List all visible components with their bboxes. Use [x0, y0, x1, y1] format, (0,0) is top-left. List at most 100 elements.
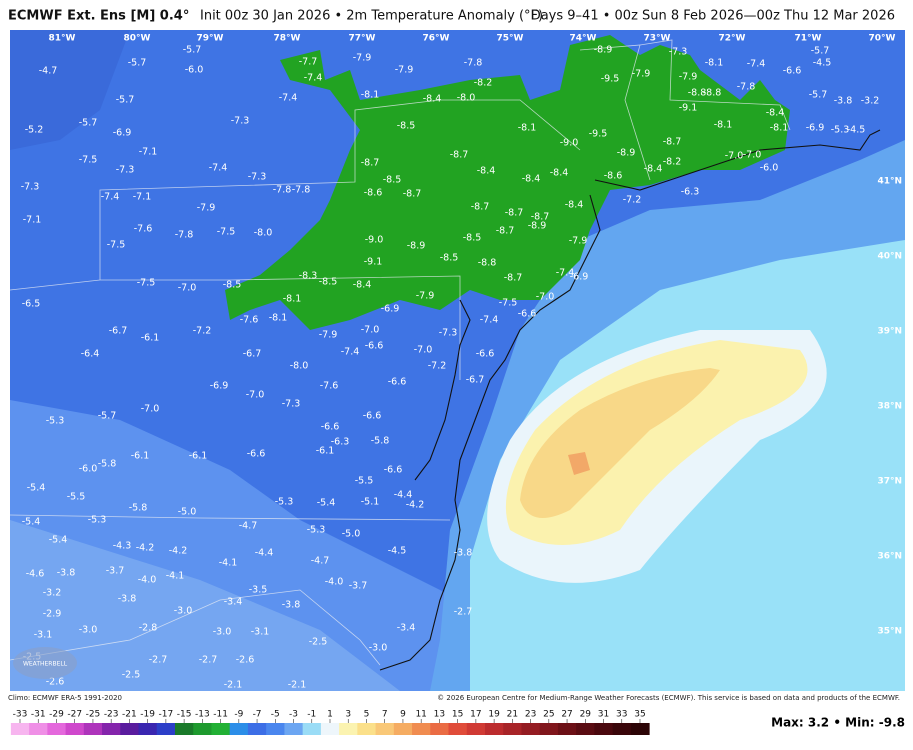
colorbar-cell: [357, 723, 377, 735]
anomaly-label: -6.7: [243, 349, 262, 360]
anomaly-label: -6.1: [141, 333, 160, 344]
anomaly-label: -4.5: [388, 546, 407, 557]
colorbar-cell: [485, 723, 504, 735]
anomaly-label: -8.1: [770, 123, 789, 134]
anomaly-label: -7.4: [341, 347, 360, 358]
latitude-label: 38°N: [877, 402, 902, 412]
anomaly-label: -5.8: [371, 436, 390, 447]
anomaly-label: -6.6: [476, 349, 495, 360]
colorbar-cell: [612, 723, 632, 735]
anomaly-label: -8.1: [705, 58, 724, 69]
anomaly-label: -8.6: [604, 171, 623, 182]
anomaly-label: -8.5: [319, 277, 338, 288]
colorbar-tick-label: 3: [345, 710, 351, 720]
anomaly-label: -7.7: [299, 57, 318, 68]
longitude-label: 78°W: [274, 34, 301, 44]
valid-range: Days 9–41 • 00z Sun 8 Feb 2026—00z Thu 1…: [531, 9, 895, 24]
colorbar-cell: [576, 723, 595, 735]
anomaly-label: -3.7: [106, 566, 125, 577]
anomaly-label: -7.9: [679, 72, 698, 83]
anomaly-label: -8.4: [550, 168, 569, 179]
colorbar-tick-label: 7: [382, 710, 388, 720]
anomaly-label: -8.7: [496, 226, 515, 237]
anomaly-label: -6.3: [331, 437, 350, 448]
anomaly-label: -8.7: [663, 137, 682, 148]
colorbar-tick-label: 15: [452, 710, 463, 720]
colorbar-cell: [539, 723, 559, 735]
anomaly-label: -3.0: [213, 627, 232, 638]
latitude-label: 37°N: [877, 477, 902, 487]
colorbar-cell: [630, 723, 650, 735]
anomaly-label: -7.4: [556, 268, 575, 279]
max-min: Max: 3.2 • Min: -9.8: [771, 716, 905, 730]
colorbar-cell: [375, 723, 395, 735]
anomaly-label: -6.1: [316, 446, 335, 457]
anomaly-label: -7.0: [361, 325, 380, 336]
anomaly-label: -8.4: [644, 164, 663, 175]
latitude-label: 39°N: [877, 327, 902, 337]
colorbar-tick-label: 9: [400, 710, 406, 720]
anomaly-label: -8.5: [463, 233, 482, 244]
latitude-label: 41°N: [877, 177, 902, 187]
anomaly-label: -7.8: [273, 185, 292, 196]
anomaly-label: -4.5: [847, 125, 866, 136]
anomaly-label: -3.8: [834, 96, 853, 107]
colorbar-cell: [266, 723, 285, 735]
anomaly-label: -8.4: [766, 108, 785, 119]
logo-text: WEATHERBELL: [23, 661, 68, 668]
anomaly-label: -3.8: [118, 594, 137, 605]
anomaly-label: -8.0: [290, 361, 309, 372]
colorbar-tick-label: 35: [634, 710, 645, 720]
longitude-label: 71°W: [795, 34, 822, 44]
title-info: Init 00z 30 Jan 2026 • 2m Temperature An…: [200, 9, 543, 24]
anomaly-label: -7.9: [319, 330, 338, 341]
anomaly-label: -5.5: [355, 476, 374, 487]
longitude-label: 80°W: [124, 34, 151, 44]
latitude-label: 40°N: [877, 252, 902, 262]
anomaly-label: -7.6: [134, 224, 153, 235]
anomaly-label: -7.1: [139, 147, 158, 158]
anomaly-label: -7.9: [632, 69, 651, 80]
anomaly-label: -7.5: [107, 240, 126, 251]
anomaly-label: -7.0: [246, 390, 265, 401]
longitude-label: 70°W: [869, 34, 896, 44]
anomaly-label: -8.1: [714, 120, 733, 131]
colorbar-cell: [448, 723, 468, 735]
anomaly-label: -7.6: [320, 381, 339, 392]
anomaly-label: -6.1: [131, 451, 150, 462]
anomaly-label: -5.7: [116, 95, 135, 106]
anomaly-label: -5.4: [317, 498, 336, 509]
anomaly-label: -4.0: [138, 575, 157, 586]
anomaly-label: -6.3: [681, 187, 700, 198]
anomaly-label: -7.9: [569, 236, 588, 247]
colorbar-tick-label: -29: [49, 710, 64, 720]
anomaly-label: -6.6: [783, 66, 802, 77]
anomaly-label: -3.5: [249, 585, 268, 596]
anomaly-label: -5.2: [25, 125, 44, 136]
longitude-label: 74°W: [570, 34, 597, 44]
anomaly-label: -6.5: [22, 299, 41, 310]
anomaly-label: -2.5: [309, 637, 328, 648]
anomaly-label: -7.8: [175, 230, 194, 241]
anomaly-label: -4.2: [136, 543, 155, 554]
anomaly-label: -7.0: [536, 292, 555, 303]
copyright: © 2026 European Centre for Medium-Range …: [437, 694, 900, 702]
longitude-label: 73°W: [644, 34, 671, 44]
borders: [9, 39, 791, 666]
anomaly-label: -7.1: [133, 192, 152, 203]
colorbar-cell: [193, 723, 212, 735]
anomaly-label: -8.7: [505, 208, 524, 219]
colorbar-tick-label: -33: [13, 710, 28, 720]
anomaly-label: -7.3: [248, 172, 267, 183]
colorbar-tick-label: -9: [234, 710, 243, 720]
colorbar-tick-label: -13: [195, 710, 210, 720]
anomaly-label: -7.0: [178, 283, 197, 294]
anomaly-label: -7.3: [21, 182, 40, 193]
anomaly-label: -3.1: [34, 630, 53, 641]
colorbar-tick-label: -15: [177, 710, 192, 720]
colorbar-cell: [10, 723, 30, 735]
anomaly-label: -7.9: [353, 53, 372, 64]
anomaly-label: -4.4: [255, 548, 274, 559]
anomaly-label: -7.0: [141, 404, 160, 415]
colorbar-cell: [320, 723, 340, 735]
